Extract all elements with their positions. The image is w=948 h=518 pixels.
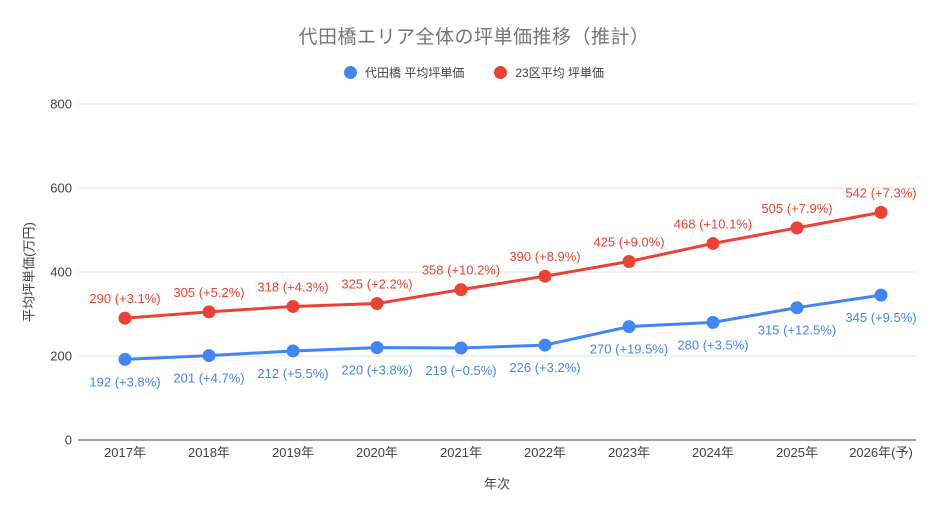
y-axis-title: 平均坪単価(万円) (21, 222, 37, 322)
y-tick-label: 800 (50, 97, 72, 112)
legend-marker-red-icon (494, 66, 508, 79)
data-point[interactable] (202, 305, 216, 319)
y-tick-label: 200 (50, 349, 72, 364)
y-tick-label: 600 (50, 181, 72, 196)
legend: 代田橋 平均坪単価 23区平均 坪単価 (0, 64, 948, 81)
data-label: 201 (+4.7%) (173, 371, 244, 386)
data-label: 390 (+8.9%) (509, 249, 580, 264)
data-point[interactable] (370, 297, 384, 310)
y-tick-label: 0 (65, 433, 72, 448)
x-tick-label: 2020年 (356, 445, 398, 460)
data-label: 226 (+3.2%) (509, 360, 580, 375)
data-point[interactable] (538, 338, 552, 352)
legend-label-daitabashi: 代田橋 平均坪単価 (364, 66, 465, 80)
data-point[interactable] (874, 288, 888, 302)
data-point[interactable] (370, 341, 384, 355)
legend-item-23ku: 23区平均 坪単価 (494, 64, 604, 81)
data-point[interactable] (790, 301, 804, 315)
x-tick-label: 2022年 (524, 445, 566, 460)
data-point[interactable] (874, 205, 888, 219)
data-point[interactable] (118, 352, 132, 366)
data-label: 220 (+3.8%) (341, 363, 412, 378)
data-label: 315 (+12.5%) (758, 323, 836, 338)
data-label: 270 (+19.5%) (590, 342, 668, 357)
data-point[interactable] (454, 341, 468, 355)
data-label: 219 (−0.5%) (425, 363, 496, 378)
chart-title: 代田橋エリア全体の坪単価推移（推計） (298, 27, 650, 48)
x-tick-label: 2018年 (188, 445, 230, 460)
data-point[interactable] (538, 269, 552, 283)
data-label: 358 (+10.2%) (422, 263, 500, 278)
legend-item-daitabashi: 代田橋 平均坪単価 (343, 64, 465, 81)
legend-marker-blue-icon (343, 66, 357, 79)
data-label: 280 (+3.5%) (677, 337, 748, 352)
data-label: 542 (+7.3%) (845, 185, 916, 200)
data-label: 212 (+5.5%) (257, 366, 328, 381)
data-label: 325 (+2.2%) (341, 277, 412, 292)
data-label: 318 (+4.3%) (257, 279, 328, 294)
series-line-0 (123, 293, 883, 361)
data-label: 505 (+7.9%) (761, 201, 832, 216)
x-tick-label: 2023年 (608, 445, 650, 460)
data-point[interactable] (706, 315, 720, 329)
x-tick-label: 2019年 (272, 445, 314, 460)
data-point[interactable] (286, 299, 300, 313)
data-label: 468 (+10.1%) (674, 216, 752, 231)
data-point[interactable] (286, 344, 300, 358)
data-label: 345 (+9.5%) (845, 310, 916, 325)
x-tick-label: 2025年 (776, 445, 818, 460)
y-tick-label: 400 (50, 265, 72, 280)
data-point[interactable] (454, 283, 468, 297)
series-line-1 (123, 210, 883, 320)
x-tick-label: 2024年 (692, 445, 734, 460)
data-point[interactable] (202, 349, 216, 363)
data-point[interactable] (706, 236, 720, 250)
legend-label-23ku: 23区平均 坪単価 (515, 66, 605, 80)
data-label: 425 (+9.0%) (593, 235, 664, 250)
data-point[interactable] (118, 311, 132, 325)
data-label: 192 (+3.8%) (89, 374, 160, 389)
data-label: 305 (+5.2%) (173, 285, 244, 300)
data-point[interactable] (790, 221, 804, 235)
data-point[interactable] (622, 255, 636, 268)
x-tick-label: 2021年 (440, 445, 482, 460)
data-point[interactable] (622, 320, 636, 334)
x-tick-label: 2017年 (104, 445, 146, 460)
x-axis-title: 年次 (483, 476, 511, 492)
data-label: 290 (+3.1%) (89, 291, 160, 306)
x-tick-label: 2026年(予) (849, 445, 913, 460)
